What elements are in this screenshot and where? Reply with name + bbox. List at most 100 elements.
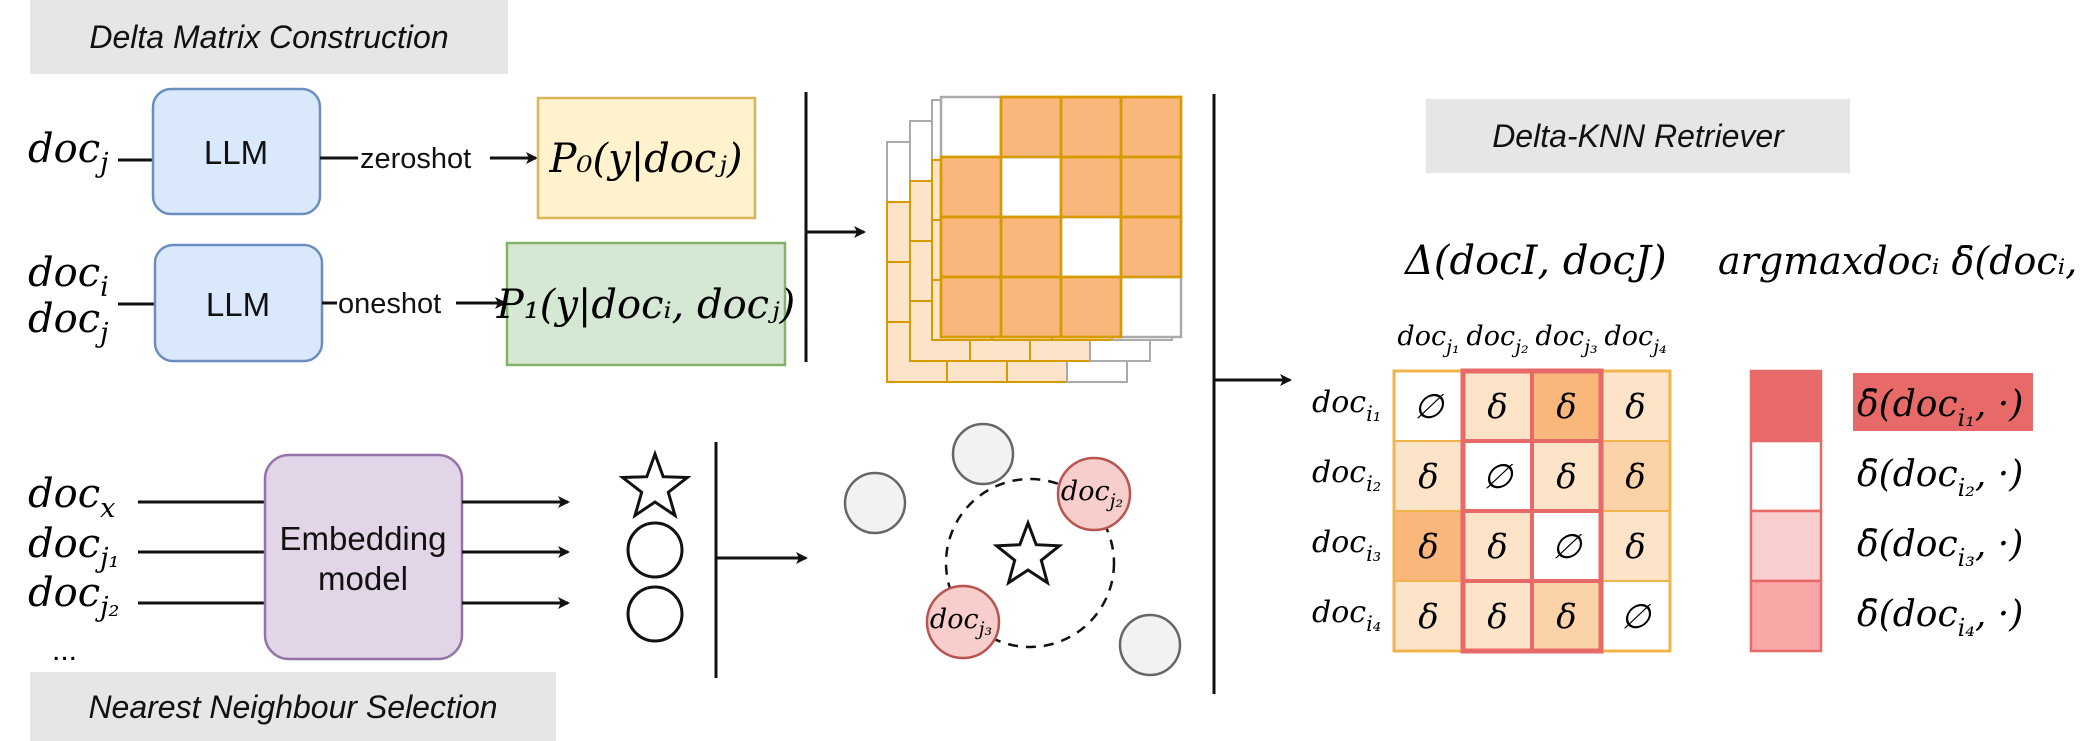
grey-doc-circle-2 [843,471,907,535]
matrix-cell-value: δ [1625,457,1645,497]
neighbourhood-radius [944,477,1116,649]
section-delta-matrix-label: Delta Matrix Construction [89,19,448,55]
embedding-circle-1 [626,521,684,579]
neighbour-circle-j2 [1056,456,1132,532]
column-header-2: docj₂ [1466,321,1528,358]
matrix-cell-value: δ [1556,597,1576,637]
delta-matrix: ∅ δ δ δδ ∅ δ δδ δ ∅ δδ δ δ ∅ [1392,368,1672,654]
input-doc-i: doci [28,250,109,303]
row-headers: doci₁ doci₂ doci₃ doci₄ [1312,385,1381,636]
score-cell-2 [1749,439,1823,513]
section-nearest-neighbour-label: Nearest Neighbour Selection [88,689,497,725]
matrix-cell-value: δ [1418,597,1438,637]
score-label-3: δ̄(doci₃, ·) [1857,524,2023,572]
matrix-cell-value: δ [1556,387,1576,427]
oneshot-label: oneshot [338,288,441,320]
neighbour-label-j2: docj₂ [1061,476,1123,512]
p0-label: P₀(y|docⱼ) [549,136,743,182]
grey-doc-circle-3 [1118,613,1182,677]
front-cell [999,215,1063,279]
score-cell-4 [1749,579,1823,653]
row-header-2: doci₂ [1312,455,1381,496]
score-label-4: δ̄(doci₄, ·) [1857,594,2023,642]
matrix-cell-value: δ [1556,457,1576,497]
section-retriever-label: Delta-KNN Retriever [1492,118,1785,154]
section-delta-matrix: Delta Matrix Construction [30,0,508,74]
front-cell [999,95,1063,159]
section-retriever: Delta-KNN Retriever [1426,99,1850,173]
front-cell [1059,155,1123,219]
column-header-3: docj₃ [1535,321,1597,358]
stack-front-layer [939,95,1183,339]
column-header-1: docj₁ [1397,321,1459,358]
input-doc-x: docx [28,471,115,524]
embedding-model-box [263,453,464,661]
front-cell [999,275,1063,339]
matrix-cell-value: δ [1487,597,1507,637]
matrix-cell-value: δ [1418,457,1438,497]
stacked-delta-matrices [886,95,1183,383]
row-header-1: doci₁ [1312,385,1381,426]
embedding-model-label-1: Embedding [280,520,447,557]
neighbour-circle-j3 [925,584,1001,660]
p1-label: P₁(y|docᵢ, docⱼ) [496,282,795,328]
section-retriever-bg [1426,99,1850,173]
score-column: δ̄(doci₁, ·) δ̄(doci₂, ·) δ̄(doci₃, ·) δ̄(d… [1749,369,2033,653]
front-cell [1059,95,1123,159]
row-header-4: doci₄ [1312,595,1381,636]
grey-doc-circle-1 [951,422,1015,486]
front-cell [939,155,1003,219]
delta-matrix-title: Δ(docI, docJ) [1403,238,1667,284]
front-cell [1119,215,1183,279]
input-doc-j2: docj₂ [28,570,119,623]
front-cell [1059,215,1123,279]
matrix-cell-value: δ [1625,527,1645,567]
input-doc-j1: docj₁ [28,521,119,574]
llm-box-1 [151,87,322,216]
query-star-space-icon [992,518,1064,587]
score-label-1: δ̄(doci₁, ·) [1857,384,2023,432]
front-cell [1119,155,1183,219]
matrix-cell-value: δ [1487,527,1507,567]
input-doc-j-2: docj [28,296,108,349]
matrix-cell-value: ∅ [1483,457,1514,497]
matrix-cell-value: ∅ [1552,527,1583,567]
top-row-2: doci docj LLM oneshot P₁(y|docᵢ, docⱼ) [28,241,795,367]
section-nearest-neighbour: Nearest Neighbour Selection [30,672,556,741]
row-header-3: doci₃ [1312,525,1381,566]
matrix-cell-value: δ [1487,387,1507,427]
input-doc-j: docj [28,126,108,179]
matrix-cell-value: δ [1418,527,1438,567]
matrix-cell-2-3 [1531,440,1602,512]
llm-label-1: LLM [204,134,268,171]
matrix-cell-value: ∅ [1621,597,1652,637]
neighbour-label-j3: docj₃ [930,604,992,640]
score-cell-1 [1749,369,1823,443]
column-headers: docj₁ docj₂ docj₃ docj₄ [1397,321,1666,358]
p1-box [505,241,787,367]
top-row-1: docj LLM zeroshot P₀(y|docⱼ) [28,87,757,220]
matrix-cell-4-2 [1462,580,1533,652]
matrix-cell-4-1 [1393,580,1464,652]
embedding-model-label-2: model [318,560,408,597]
input-ellipsis: ... [52,634,77,667]
top-score-highlight [1853,373,2033,431]
front-cell [1119,95,1183,159]
score-label-2: δ̄(doci₂, ·) [1857,454,2023,502]
zeroshot-label: zeroshot [360,143,471,175]
p0-box [536,96,757,220]
score-cell-3 [1749,509,1823,583]
argmax-title: argmaxdocᵢ δ̄(docᵢ, ·) [1718,239,2085,283]
front-cell [939,275,1003,339]
front-cell [999,155,1063,219]
front-cell [939,215,1003,279]
section-nearest-neighbour-bg [30,672,556,741]
embedding-circle-2 [626,585,684,643]
matrix-cell-value: δ [1625,387,1645,427]
front-cell-border [1059,275,1123,339]
query-star-icon [618,449,692,520]
llm-label-2: LLM [206,286,270,323]
front-cell-border [1119,215,1183,279]
column-header-4: docj₄ [1604,321,1666,358]
front-cell [1119,275,1183,339]
